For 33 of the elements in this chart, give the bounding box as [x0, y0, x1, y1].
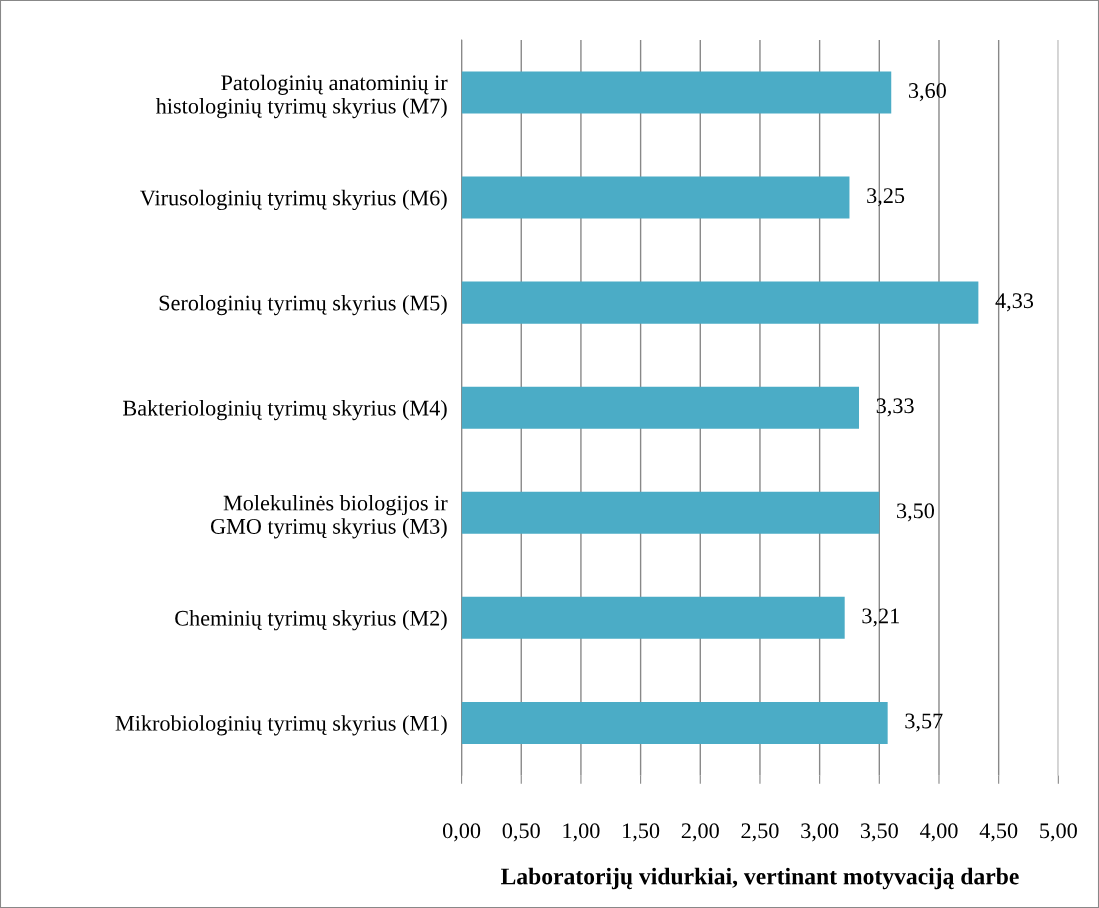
data-label: 4,33	[995, 293, 1034, 312]
data-label: 3,50	[897, 503, 935, 522]
x-tick-label: 1,00	[563, 823, 600, 842]
bar	[461, 386, 860, 429]
y-tick-label: Cheminių tyrimų skyrius (M2)	[175, 610, 447, 631]
bar	[461, 281, 979, 324]
x-tick-label: 5,00	[1040, 823, 1077, 842]
data-label: 3,57	[905, 713, 943, 732]
x-axis-title: Laboratorijų vidurkiai, vertinant motyvaciją darbe	[500, 867, 1019, 890]
bar	[461, 596, 845, 639]
x-tick-label: 4,50	[979, 823, 1018, 842]
y-tick-label: Mikrobiologinių tyrimų skyrius (M1)	[115, 715, 447, 736]
x-tick-label: 2,50	[741, 823, 779, 842]
x-tick-label: 4,00	[919, 823, 958, 842]
data-label: 3,60	[908, 83, 946, 102]
x-tick-label: 2,00	[681, 823, 719, 842]
data-label: 3,21	[862, 608, 899, 627]
x-tick-label: 1,50	[623, 823, 660, 842]
bar	[461, 176, 850, 219]
y-tick-label: Molekulinės biologijos ir GMO tyrimų skyrius (M3)	[210, 494, 448, 539]
x-tick-label: 3,50	[860, 823, 898, 842]
bar	[461, 491, 880, 534]
y-tick-label: Virusologinių tyrimų skyrius (M6)	[140, 189, 447, 211]
y-tick-label: Serologinių tyrimų skyrius (M5)	[159, 294, 447, 316]
data-label: 3,33	[876, 398, 914, 417]
x-tick-label: 0,00	[442, 823, 481, 842]
data-label: 3,25	[867, 188, 905, 207]
y-tick-label: Patologinių anatominių ir histologinių tyrimų skyrius (M7)	[155, 74, 448, 119]
bar	[461, 71, 892, 114]
x-tick-label: 3,00	[801, 823, 839, 842]
bar	[461, 701, 888, 744]
y-tick-label: Bakteriologinių tyrimų skyrius (M4)	[123, 399, 447, 421]
x-tick-label: 0,50	[502, 823, 540, 842]
